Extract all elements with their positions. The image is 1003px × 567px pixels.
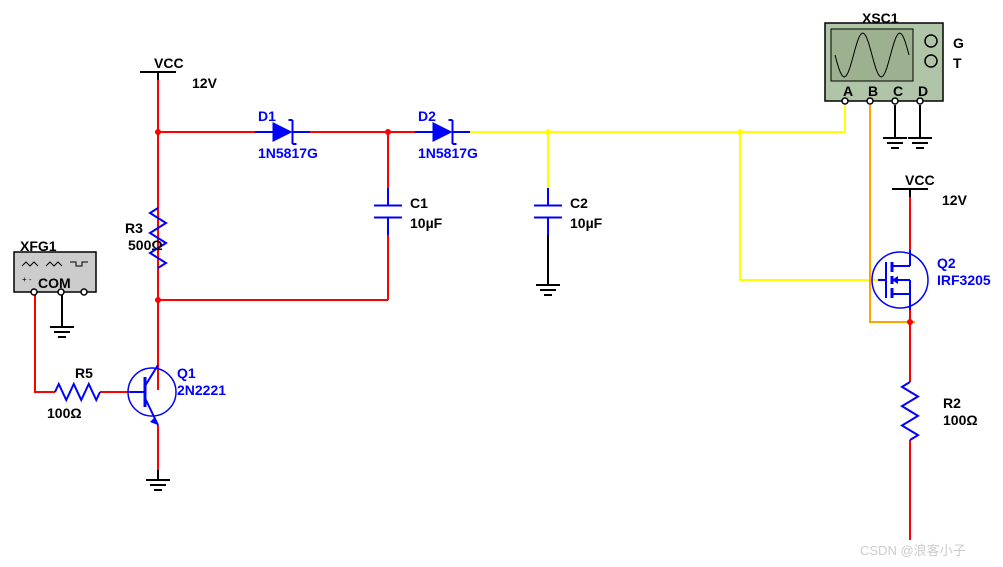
label-scope_a: A — [843, 83, 853, 99]
label-scope_c: C — [893, 83, 903, 99]
svg-text:+ -: + - — [22, 275, 32, 284]
label-q1: Q1 — [177, 365, 196, 381]
label-d2v: 1N5817G — [418, 145, 478, 161]
label-vcc1: VCC — [154, 55, 184, 71]
label-d2: D2 — [418, 108, 436, 124]
junction — [155, 129, 161, 135]
label-xsc1: XSC1 — [862, 10, 899, 26]
label-vcc2v: 12V — [942, 192, 967, 208]
junction — [155, 297, 161, 303]
junction — [385, 129, 391, 135]
label-fg_com: COM — [38, 275, 71, 291]
label-r3: R3 — [125, 220, 143, 236]
label-q1v: 2N2221 — [177, 382, 226, 398]
wire — [470, 105, 845, 132]
label-c2: C2 — [570, 195, 588, 211]
label-xfg1: XFG1 — [20, 238, 57, 254]
label-r5v: 100Ω — [47, 405, 82, 421]
label-c2v: 10µF — [570, 215, 602, 231]
label-d1: D1 — [258, 108, 276, 124]
label-c1v: 10µF — [410, 215, 442, 231]
label-scope_t: T — [953, 55, 962, 71]
junction — [545, 129, 551, 135]
label-c1: C1 — [410, 195, 428, 211]
junction — [907, 319, 913, 325]
wire — [35, 293, 55, 392]
label-r2: R2 — [943, 395, 961, 411]
label-d1v: 1N5817G — [258, 145, 318, 161]
label-q2: Q2 — [937, 255, 956, 271]
label-scope_b: B — [868, 83, 878, 99]
label-r5: R5 — [75, 365, 93, 381]
junction — [737, 129, 743, 135]
label-scope_d: D — [918, 83, 928, 99]
label-r3v: 500Ω — [128, 237, 163, 253]
label-scope_g: G — [953, 35, 964, 51]
label-q2v: IRF3205 — [937, 272, 991, 288]
label-r2v: 100Ω — [943, 412, 978, 428]
label-vcc2: VCC — [905, 172, 935, 188]
label-vcc1v: 12V — [192, 75, 217, 91]
wire — [740, 132, 878, 280]
watermark: CSDN @浪客小子 — [860, 540, 966, 559]
